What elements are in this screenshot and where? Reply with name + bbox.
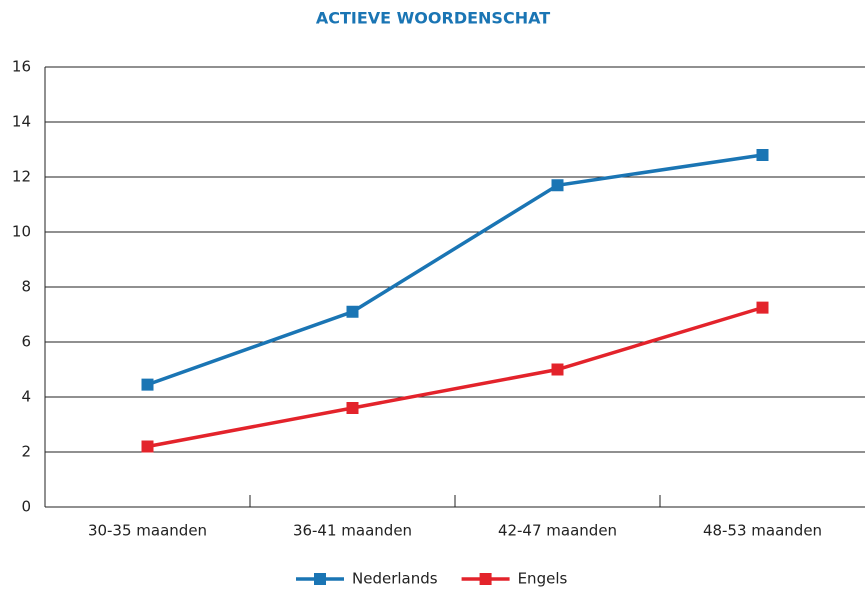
point-marker	[551, 363, 564, 376]
legend-marker	[479, 573, 492, 585]
point-marker	[141, 440, 154, 453]
y-tick-label: 4	[21, 388, 31, 406]
x-tick-label: 42-47 maanden	[498, 522, 617, 540]
y-tick-label: 2	[21, 443, 31, 461]
series-line	[147, 305, 764, 449]
y-tick-label: 12	[12, 168, 31, 186]
legend-marker	[314, 573, 326, 585]
point-marker	[346, 402, 359, 414]
y-tick-label: 10	[12, 223, 31, 241]
point-marker	[141, 378, 154, 391]
point-marker	[551, 179, 564, 192]
legend-label: Engels	[518, 570, 568, 588]
legend-label: Nederlands	[352, 570, 438, 588]
point-marker	[756, 301, 769, 314]
y-tick-label: 8	[21, 278, 31, 296]
y-tick-label: 16	[12, 58, 31, 76]
x-tick-label: 30-35 maanden	[88, 522, 207, 540]
series-line	[146, 153, 763, 387]
point-marker	[756, 149, 769, 161]
y-tick-label: 14	[12, 113, 31, 131]
chart-title: ACTIEVE WOORDENSCHAT	[316, 9, 550, 28]
x-tick-label: 48-53 maanden	[703, 522, 822, 540]
y-tick-label: 6	[21, 333, 31, 351]
x-tick-label: 36-41 maanden	[293, 522, 412, 540]
point-marker	[346, 305, 359, 318]
y-tick-label: 0	[21, 498, 31, 516]
